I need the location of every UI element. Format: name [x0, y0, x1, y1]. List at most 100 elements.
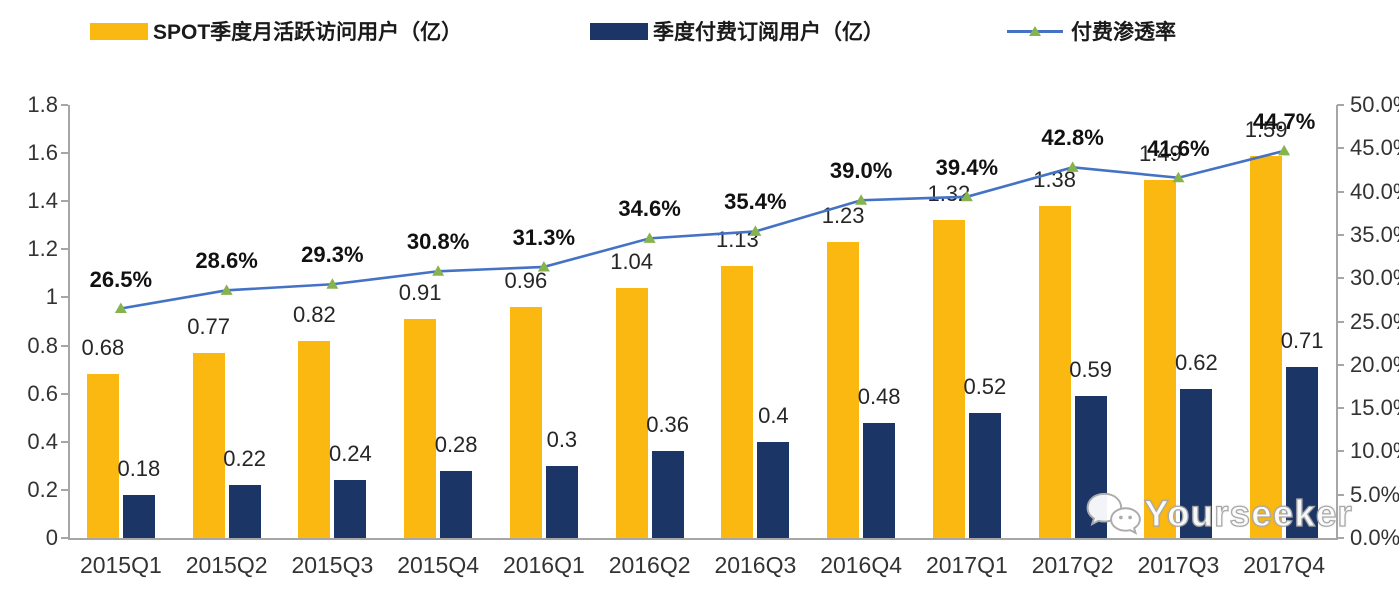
- right-axis-tick: [1337, 363, 1344, 366]
- bar-subscribers-2016Q2: [651, 451, 684, 538]
- bar-mau-2016Q2: [615, 287, 648, 538]
- left-axis-tick: [61, 248, 68, 251]
- left-axis-tick-label: 1: [45, 284, 58, 310]
- left-axis-tick-label: 0.4: [27, 428, 58, 454]
- penetration-label: 41.6%: [1147, 135, 1210, 161]
- x-axis-label-2016Q2: 2016Q2: [608, 552, 691, 578]
- x-axis-label-2017Q2: 2017Q2: [1031, 552, 1114, 578]
- bar-value-label: 0.77: [187, 313, 231, 339]
- penetration-label: 44.7%: [1252, 108, 1316, 134]
- triangle-marker-icon: [1029, 25, 1041, 36]
- left-axis-tick-label: 0.6: [27, 380, 58, 406]
- right-axis-tick: [1337, 233, 1344, 236]
- left-axis-tick: [61, 537, 68, 539]
- right-axis-tick-label: 50.0%: [1350, 92, 1399, 117]
- bar-subscribers-2017Q3: [1180, 388, 1213, 538]
- right-axis-tick-label: 35.0%: [1350, 221, 1399, 247]
- wechat-icon: [1086, 492, 1141, 535]
- x-axis-label-2016Q1: 2016Q1: [502, 552, 585, 578]
- left-axis-tick: [61, 440, 68, 443]
- bar-value-label: 1.13: [715, 227, 759, 253]
- left-axis-tick-label: 1.8: [27, 92, 58, 117]
- right-axis-tick: [1337, 407, 1344, 410]
- bar-value-label: 0.91: [398, 280, 442, 306]
- x-axis-label-2015Q1: 2015Q1: [79, 552, 162, 578]
- bar-value-label: 0.28: [434, 431, 478, 457]
- left-axis-tick: [61, 344, 68, 347]
- right-axis-tick: [1337, 537, 1344, 539]
- bar-value-label: 0.82: [292, 301, 336, 327]
- penetration-label: 35.4%: [724, 189, 787, 215]
- triangle-marker-icon: [643, 232, 656, 243]
- bar-subscribers-2017Q1: [968, 412, 1001, 538]
- bar-value-label: 1.38: [1033, 167, 1077, 193]
- triangle-marker-icon: [220, 284, 233, 295]
- bar-mau-2015Q1: [86, 374, 119, 538]
- bar-value-label: 0.18: [117, 455, 161, 481]
- bar-subscribers-2016Q4: [863, 422, 896, 538]
- legend-item-subscribers: 季度付费订阅用户（亿）: [590, 18, 884, 44]
- bar-subscribers-2015Q2: [228, 485, 261, 538]
- bar-value-label: 0.24: [328, 441, 372, 467]
- bar-value-label: 0.3: [546, 426, 578, 452]
- left-axis-tick-label: 1.6: [27, 140, 58, 166]
- triangle-marker-icon: [432, 265, 445, 276]
- penetration-label: 42.8%: [1041, 125, 1104, 151]
- left-axis-tick: [61, 152, 68, 155]
- bar-value-label: 1.23: [821, 203, 865, 229]
- penetration-label: 29.3%: [301, 242, 364, 268]
- subscribers-legend-label: 季度付费订阅用户（亿）: [653, 21, 884, 44]
- bar-mau-2015Q3: [298, 340, 331, 538]
- triangle-marker-icon: [326, 278, 339, 289]
- legend-item-penetration: 付费渗透率: [1007, 18, 1176, 44]
- right-axis-tick: [1337, 147, 1344, 150]
- bar-mau-2015Q2: [192, 352, 225, 538]
- penetration-label: 28.6%: [195, 248, 258, 274]
- bar-value-label: 1.59: [1244, 116, 1288, 142]
- bar-subscribers-2016Q3: [757, 441, 790, 538]
- right-axis-tick-label: 40.0%: [1350, 178, 1399, 204]
- x-axis-label-2015Q4: 2015Q4: [397, 552, 480, 578]
- x-axis-label-2015Q3: 2015Q3: [291, 552, 374, 578]
- mau-legend-swatch: [90, 22, 148, 40]
- bar-value-label: 0.4: [758, 402, 789, 428]
- right-axis-tick-label: 45.0%: [1350, 135, 1399, 161]
- x-axis-label-2017Q1: 2017Q1: [925, 552, 1008, 578]
- bar-value-label: 0.52: [963, 373, 1007, 399]
- right-axis-tick-label: 25.0%: [1350, 308, 1399, 334]
- penetration-label: 30.8%: [406, 229, 470, 255]
- bar-value-label: 0.96: [504, 268, 548, 294]
- penetration-label: 31.3%: [512, 224, 576, 250]
- penetration-label: 26.5%: [89, 266, 153, 292]
- bar-value-label: 0.71: [1280, 328, 1324, 354]
- left-axis-tick-label: 0.2: [27, 476, 58, 502]
- right-axis-tick: [1337, 104, 1344, 106]
- left-axis-tick: [61, 392, 68, 395]
- right-axis-tick-label: 30.0%: [1350, 265, 1399, 291]
- watermark-text: Yourseeker: [1143, 492, 1353, 534]
- left-axis-tick: [61, 296, 68, 299]
- left-axis-tick: [61, 200, 68, 203]
- y-axis-left: [68, 105, 70, 540]
- mau-legend-label: SPOT季度月活跃访问用户（亿）: [153, 21, 463, 44]
- subscribers-legend-swatch: [590, 22, 648, 40]
- x-axis-label-2016Q3: 2016Q3: [714, 552, 797, 578]
- watermark: Yourseeker: [1084, 490, 1353, 538]
- right-axis-tick-label: 5.0%: [1350, 481, 1399, 507]
- left-axis-tick-label: 1.2: [27, 236, 58, 262]
- right-axis-tick: [1337, 493, 1344, 496]
- x-axis-label-2016Q4: 2016Q4: [820, 552, 903, 578]
- bar-value-label: 0.59: [1069, 357, 1113, 383]
- right-axis-tick-label: 0.0%: [1350, 525, 1399, 550]
- bar-value-label: 0.68: [81, 335, 125, 361]
- left-axis-tick-label: 0: [45, 525, 58, 550]
- bar-subscribers-2016Q1: [545, 465, 578, 538]
- triangle-marker-icon: [1278, 144, 1291, 156]
- legend-item-mau: SPOT季度月活跃访问用户（亿）: [90, 18, 462, 44]
- bar-subscribers-2015Q1: [122, 494, 155, 538]
- left-axis-tick: [61, 104, 68, 106]
- y-axis-right: [1336, 105, 1338, 540]
- right-axis-tick: [1337, 277, 1344, 280]
- penetration-label: 39.0%: [829, 158, 893, 184]
- bar-subscribers-2015Q3: [334, 480, 367, 538]
